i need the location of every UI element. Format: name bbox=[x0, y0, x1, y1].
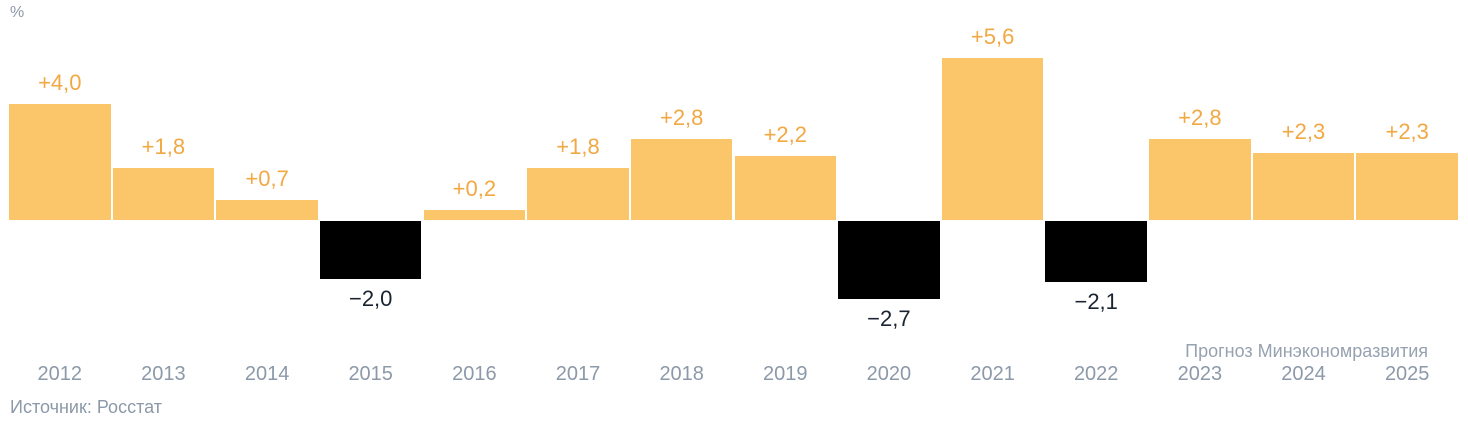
x-axis-label-2012: 2012 bbox=[37, 363, 83, 385]
bar-value-label-2018: +2,8 bbox=[659, 105, 704, 130]
bar-value-label-2014: +0,7 bbox=[245, 166, 289, 191]
bar-2022 bbox=[1045, 221, 1147, 282]
x-axis-label-2018: 2018 bbox=[659, 363, 704, 385]
bar-value-label-2024: +2,3 bbox=[1281, 119, 1326, 144]
bar-2017 bbox=[527, 168, 629, 220]
bar-2019 bbox=[734, 156, 837, 220]
bar-value-label-2022: −2,1 bbox=[1074, 289, 1118, 314]
bar-2021 bbox=[941, 58, 1044, 220]
bar-2023 bbox=[1149, 139, 1251, 220]
x-axis-label-2020: 2020 bbox=[866, 363, 912, 385]
x-axis-label-2013: 2013 bbox=[141, 363, 186, 385]
bar-2025 bbox=[1356, 153, 1458, 220]
x-axis-label-2015: 2015 bbox=[348, 363, 393, 385]
bar-2014 bbox=[216, 200, 318, 220]
bar-2016 bbox=[423, 210, 526, 220]
bar-2018 bbox=[630, 139, 733, 220]
bar-value-label-2016: +0,2 bbox=[452, 176, 497, 201]
x-axis-label-2016: 2016 bbox=[452, 363, 497, 385]
bar-2013 bbox=[112, 168, 215, 220]
bar-value-label-2025: +2,3 bbox=[1385, 119, 1429, 144]
x-axis-label-2022: 2022 bbox=[1073, 363, 1119, 385]
bar-value-label-2015: −2,0 bbox=[348, 286, 393, 311]
x-axis-label-2017: 2017 bbox=[555, 363, 601, 385]
x-axis-label-2023: 2023 bbox=[1177, 363, 1223, 385]
bar-value-label-2013: +1,8 bbox=[141, 134, 186, 159]
x-axis-label-2024: 2024 bbox=[1281, 363, 1326, 385]
source-annotation: Источник: Росстат bbox=[10, 397, 162, 417]
bar-value-label-2017: +1,8 bbox=[556, 134, 600, 159]
forecast-annotation: Прогноз Минэкономразвития bbox=[1185, 341, 1428, 361]
bar-value-label-2023: +2,8 bbox=[1178, 105, 1222, 130]
bar-2015 bbox=[319, 221, 422, 279]
x-axis-label-2021: 2021 bbox=[970, 363, 1015, 385]
bar-value-label-2021: +5,6 bbox=[970, 24, 1015, 49]
y-axis-unit-label: % bbox=[10, 4, 25, 21]
bar-value-label-2012: +4,0 bbox=[38, 70, 82, 95]
bar-2024 bbox=[1252, 153, 1355, 220]
x-axis-label-2019: 2019 bbox=[763, 363, 808, 385]
bar-value-label-2020: −2,7 bbox=[867, 306, 911, 331]
bar-2020 bbox=[838, 221, 940, 299]
bar-2012 bbox=[9, 104, 111, 220]
x-axis-label-2025: 2025 bbox=[1384, 363, 1430, 385]
bar-value-label-2019: +2,2 bbox=[763, 122, 808, 147]
x-axis-label-2014: 2014 bbox=[244, 363, 290, 385]
